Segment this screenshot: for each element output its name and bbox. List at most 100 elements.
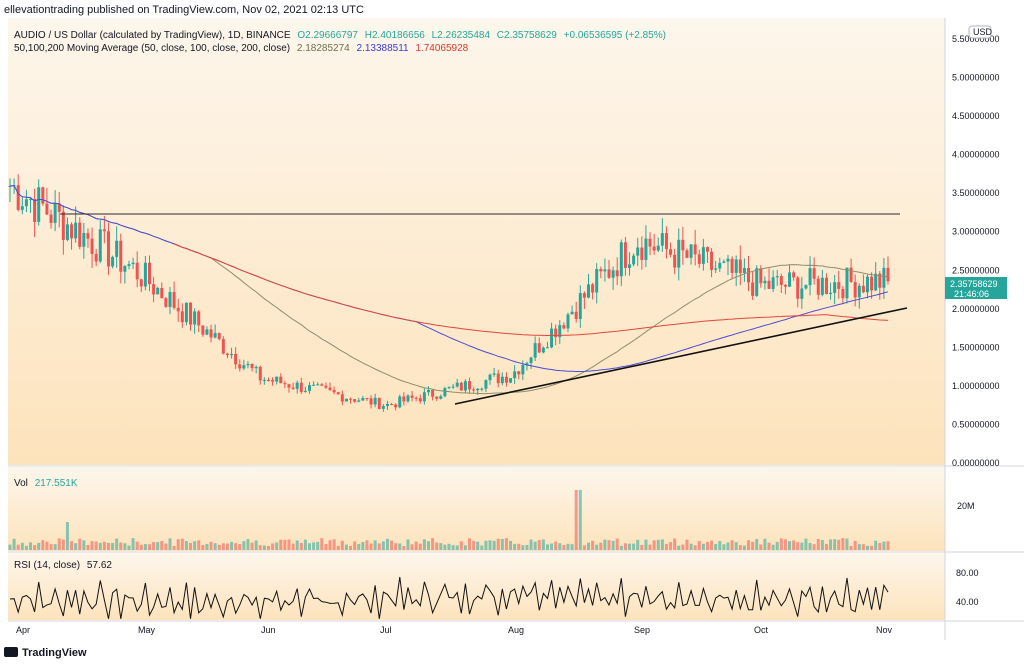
candle-body	[443, 388, 447, 397]
volume-bar	[447, 543, 451, 550]
candle-body	[102, 229, 106, 232]
volume-bar	[472, 540, 476, 550]
volume-bar	[234, 543, 238, 550]
candle-body	[812, 268, 816, 279]
candle-body	[172, 292, 176, 308]
ma200-value: 1.74065928	[415, 43, 469, 54]
volume-bar	[283, 539, 287, 550]
time-tick-label: Apr	[16, 625, 30, 635]
price-legend: AUDIO / US Dollar (calculated by Trading…	[14, 30, 666, 41]
candle-body	[275, 376, 279, 382]
volume-bar	[336, 545, 340, 550]
volume-bar	[82, 540, 86, 550]
volume-bar	[418, 543, 422, 550]
volume-bar	[570, 544, 574, 550]
volume-bar	[8, 544, 12, 550]
candle-body	[652, 246, 656, 251]
candle-body	[870, 276, 874, 291]
time-axis-ticks: Apr May Jun Jul Aug Sep Oct Nov	[16, 625, 893, 635]
volume-legend: Vol 217.551K	[14, 478, 78, 489]
volume-bar	[94, 541, 98, 550]
volume-axis-label: 20M	[957, 501, 975, 511]
candle-body	[788, 272, 792, 287]
candle-body	[160, 287, 164, 299]
candle-body	[595, 268, 599, 293]
volume-bar	[431, 538, 435, 550]
volume-bar	[184, 541, 188, 550]
candle-body	[664, 233, 668, 250]
candle-body	[603, 269, 607, 272]
price-axis-ticks: 5.50000000 5.00000000 4.50000000 4.00000000…	[952, 34, 1000, 468]
candle-body	[349, 398, 353, 400]
ma100-line	[9, 185, 889, 372]
volume-bar	[266, 545, 270, 550]
volume-bar	[845, 538, 849, 550]
volume-bar	[767, 542, 771, 550]
candle-body	[57, 203, 61, 212]
candle-body	[480, 388, 484, 390]
volume-bar	[225, 543, 229, 550]
volume-bar	[521, 545, 525, 550]
volume-bar	[804, 538, 808, 550]
volume-bar	[652, 540, 656, 550]
candle-body	[197, 311, 201, 326]
volume-bar	[53, 544, 57, 550]
candle-body	[800, 288, 804, 299]
ma-label: 50,100,200 Moving Average (50, close, 10…	[14, 43, 291, 54]
candle-body	[336, 392, 340, 395]
volume-bar	[496, 538, 500, 550]
volume-bar	[689, 543, 693, 550]
volume-bar	[554, 541, 558, 550]
volume-bar	[180, 538, 184, 550]
candle-body	[492, 373, 496, 375]
volume-bar	[390, 540, 394, 550]
candle-body	[824, 277, 828, 295]
candle-body	[410, 395, 414, 398]
volume-bar	[792, 540, 796, 550]
candle-body	[152, 284, 156, 295]
candle-body	[266, 379, 270, 381]
candle-body	[119, 240, 123, 272]
candle-body	[340, 394, 344, 402]
volume-bar	[726, 542, 730, 550]
candle-body	[279, 376, 283, 384]
volume-bar	[152, 542, 156, 550]
candle-body	[710, 251, 714, 270]
volume-bar	[385, 538, 389, 550]
tradingview-logo[interactable]: TradingView	[4, 647, 87, 659]
volume-bar	[365, 540, 369, 550]
price-tick-label: 4.50000000	[952, 111, 1000, 121]
volume-bar	[451, 545, 455, 550]
volume-bar	[254, 540, 258, 550]
candle-body	[533, 343, 537, 358]
candle-body	[841, 288, 845, 299]
volume-bar	[808, 542, 812, 550]
candle-body	[701, 247, 705, 264]
volume-bar	[168, 538, 172, 550]
volume-bar	[603, 539, 607, 550]
candle-body	[874, 273, 878, 291]
volume-bar	[656, 539, 660, 550]
candle-body	[303, 390, 307, 392]
rsi-pane-background	[8, 553, 945, 620]
volume-bar	[578, 490, 582, 550]
candle-body	[689, 244, 693, 258]
candle-body	[234, 353, 238, 365]
candle-body	[431, 389, 435, 397]
volume-bar	[443, 544, 447, 550]
symbol-label: AUDIO / US Dollar (calculated by Trading…	[14, 30, 291, 41]
volume-bar	[550, 543, 554, 550]
volume-bar	[537, 540, 541, 550]
time-tick-label: May	[138, 625, 156, 635]
rsi-legend: RSI (14, close) 57.62	[14, 560, 112, 571]
candle-body	[685, 250, 689, 258]
candle-body	[783, 284, 787, 287]
candle-body	[509, 378, 513, 383]
volume-bar	[90, 541, 94, 550]
candle-body	[49, 214, 53, 223]
ohlc-low: L2.26235484	[431, 30, 491, 41]
currency-badge[interactable]: USD	[968, 25, 993, 39]
volume-bar	[213, 543, 217, 550]
candle-body	[751, 282, 755, 296]
